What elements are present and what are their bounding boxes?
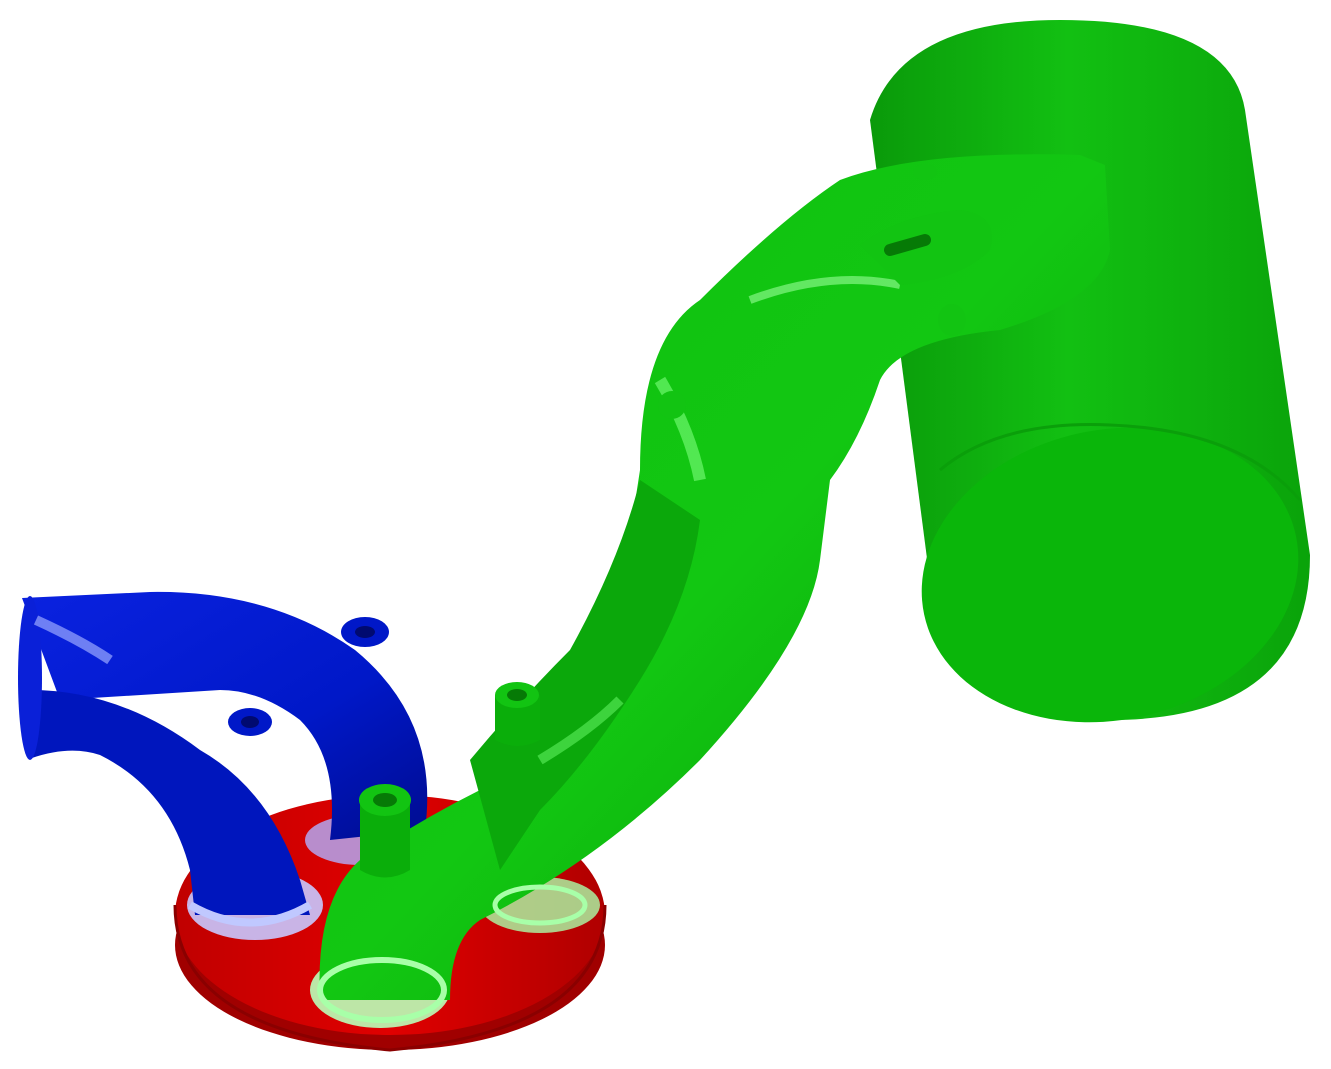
exhaust-plenum [870,20,1310,723]
exhaust-manifold [317,154,1110,1023]
intake-runners [18,591,428,927]
